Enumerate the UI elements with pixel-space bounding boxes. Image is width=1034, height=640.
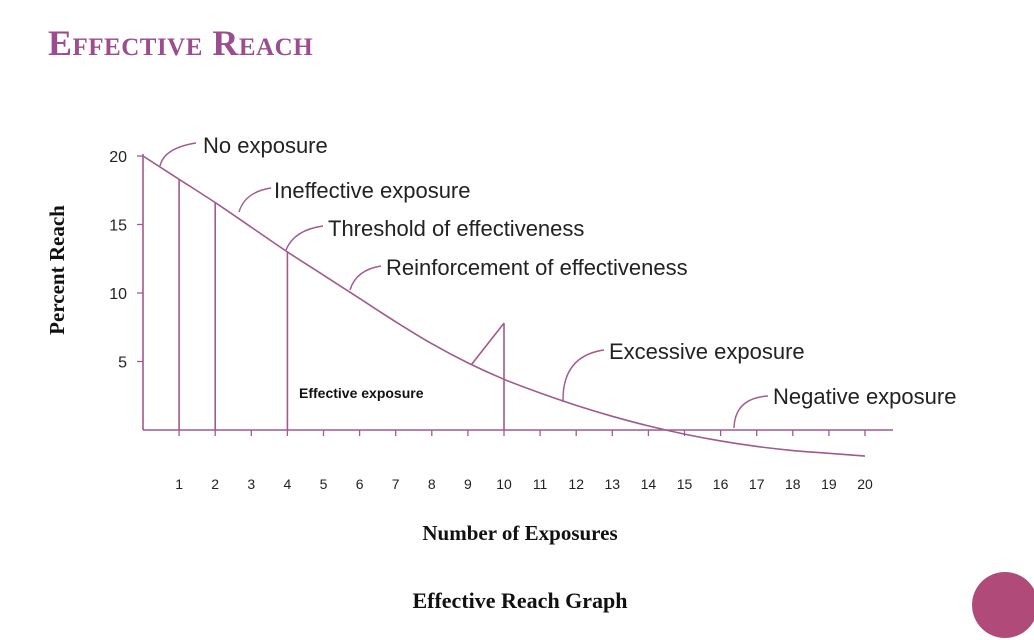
x-tick-label: 11: [533, 476, 548, 492]
annotation-leader: [159, 142, 197, 167]
annotation-label: No exposure: [203, 133, 328, 158]
annotation-leader: [562, 349, 605, 403]
y-tick-label: 5: [118, 355, 127, 372]
x-tick-label: 1: [175, 476, 183, 492]
x-tick-label: 6: [356, 476, 364, 492]
annotation-label: Ineffective exposure: [274, 178, 471, 203]
annotation-label: Negative exposure: [773, 384, 956, 409]
x-tick-label: 8: [428, 476, 436, 492]
y-axis-label: Percent Reach: [45, 205, 69, 335]
y-tick-label: 10: [109, 286, 127, 303]
x-tick-label: 5: [320, 476, 328, 492]
decorative-circle: [972, 572, 1034, 638]
x-tick-label: 2: [211, 476, 219, 492]
chart-axes: [137, 154, 893, 436]
x-tick-label: 10: [496, 476, 512, 492]
annotation-leader: [733, 395, 769, 429]
slide-title: Effective Reach: [48, 23, 314, 63]
marker-10-diagonal: [470, 322, 505, 366]
x-tick-label: 13: [605, 476, 621, 492]
x-tick-label: 4: [284, 476, 292, 492]
annotation-leader: [238, 187, 272, 213]
x-tick-label: 9: [464, 476, 472, 492]
annotation-leader: [349, 265, 382, 291]
chart-caption: Effective Reach Graph: [412, 588, 627, 613]
reach-curve: [142, 155, 866, 457]
annotations: No exposure Ineffective exposure Threshold…: [159, 133, 956, 429]
x-axis-label: Number of Exposures: [422, 521, 617, 545]
annotation-label: Threshold of effectiveness: [328, 216, 584, 241]
x-tick-label: 20: [857, 476, 873, 492]
x-tick-label: 12: [568, 476, 584, 492]
x-tick-label: 3: [247, 476, 255, 492]
vertical-markers: [178, 179, 505, 430]
series-layer: [142, 155, 866, 457]
y-tick-labels: 5 10 15 20: [109, 149, 127, 372]
annotation-label: Excessive exposure: [609, 339, 805, 364]
x-tick-label: 16: [713, 476, 729, 492]
x-tick-label: 18: [785, 476, 801, 492]
x-tick-label: 14: [641, 476, 657, 492]
x-tick-labels: 1 2 3 4 5 6 7 8 9 10 11 12 13 14 15 16 17 18 19 20: [175, 476, 873, 492]
x-tick-label: 17: [749, 476, 765, 492]
x-tick-label: 7: [392, 476, 400, 492]
x-tick-label: 15: [677, 476, 693, 492]
y-tick-label: 15: [109, 218, 127, 235]
annotation-label: Reinforcement of effectiveness: [386, 255, 688, 280]
effective-exposure-label: Effective exposure: [299, 385, 424, 401]
annotation-leader: [285, 225, 324, 251]
x-tick-label: 19: [821, 476, 837, 492]
y-tick-label: 20: [109, 149, 127, 166]
